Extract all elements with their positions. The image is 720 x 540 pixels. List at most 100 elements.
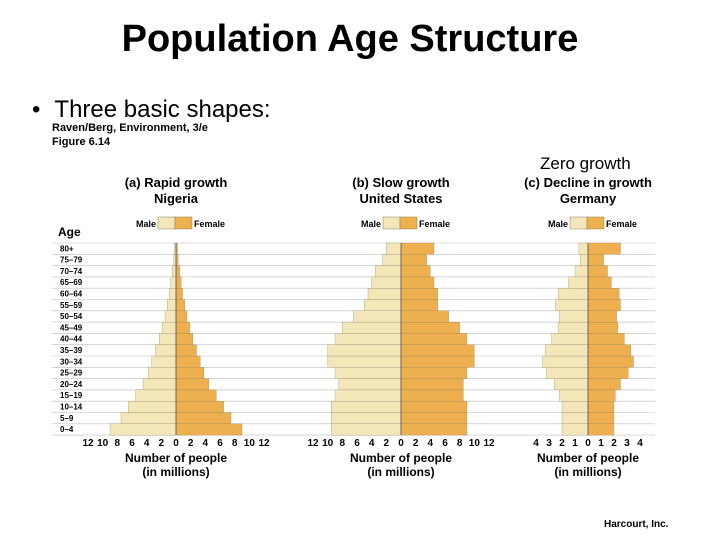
female-bar: [587, 333, 625, 345]
female-bar: [400, 401, 468, 413]
female-bar: [400, 333, 468, 345]
male-bar: [158, 333, 177, 345]
female-bar: [400, 344, 475, 357]
female-bar: [587, 389, 616, 402]
x-tick-label: 2: [611, 438, 617, 449]
x-tick-label: 12: [307, 438, 319, 449]
female-bar: [587, 355, 634, 368]
female-bar: [587, 265, 608, 278]
male-bar: [386, 242, 402, 255]
x-tick-label: 2: [559, 438, 565, 449]
female-bar: [587, 254, 604, 266]
male-bar: [334, 389, 402, 402]
female-bar: [587, 344, 632, 357]
publisher-credit: Harcourt, Inc.: [604, 519, 669, 530]
female-bar: [175, 401, 224, 413]
male-bar: [544, 344, 589, 357]
x-tick-label: 4: [637, 438, 643, 449]
legend-female-label: Female: [194, 219, 225, 229]
legend-female-label: Female: [606, 219, 637, 229]
x-tick-label: 0: [398, 438, 404, 449]
x-tick-label: 2: [188, 438, 194, 449]
male-bar: [580, 254, 589, 266]
male-bar: [559, 310, 589, 323]
x-tick-label: 12: [82, 438, 94, 449]
x-tick-label: 8: [340, 438, 346, 449]
x-tick-label: 10: [97, 438, 109, 449]
male-bar: [331, 412, 402, 424]
female-bar: [175, 333, 194, 345]
male-bar: [375, 265, 402, 278]
x-tick-label: 8: [232, 438, 238, 449]
legend-male-label: Male: [548, 219, 568, 229]
male-bar: [327, 344, 402, 357]
age-tick-label: 75–79: [60, 256, 83, 265]
panel-subtitle: United States: [359, 191, 442, 206]
male-bar: [338, 378, 402, 391]
male-bar: [327, 355, 402, 368]
female-bar: [175, 299, 185, 311]
female-bar: [587, 412, 615, 424]
legend-male-swatch: [569, 216, 588, 230]
age-tick-label: 80+: [60, 244, 74, 253]
female-bar: [400, 321, 460, 334]
male-bar: [135, 389, 177, 402]
x-tick-label: 1: [598, 438, 604, 449]
panel-subtitle: Germany: [560, 191, 617, 206]
x-axis-label-units: (in millions): [554, 465, 621, 479]
legend-female-swatch: [174, 216, 193, 230]
age-tick-label: 20–24: [60, 380, 83, 389]
legend-male-swatch: [382, 216, 401, 230]
female-bar: [400, 367, 468, 379]
female-bar: [587, 276, 612, 289]
male-bar: [561, 412, 589, 424]
female-bar: [400, 378, 464, 391]
panel-title: (c) Decline in growth: [524, 175, 652, 190]
male-bar: [109, 423, 177, 436]
x-axis-label-units: (in millions): [142, 465, 209, 479]
female-bar: [175, 265, 180, 278]
bullet-point: • Three basic shapes:: [32, 96, 271, 124]
male-bar: [551, 333, 589, 345]
x-tick-label: 10: [469, 438, 481, 449]
male-bar: [382, 254, 402, 266]
female-bar: [175, 355, 201, 368]
x-tick-label: 10: [244, 438, 256, 449]
female-bar: [400, 242, 435, 255]
male-bar: [559, 389, 589, 402]
male-bar: [170, 276, 177, 289]
male-bar: [147, 367, 177, 379]
female-bar: [587, 378, 621, 391]
x-tick-label: 3: [624, 438, 630, 449]
panel-title: (b) Slow growth: [352, 175, 450, 190]
age-tick-label: 15–19: [60, 391, 83, 400]
female-bar: [400, 299, 438, 311]
male-bar: [169, 288, 177, 300]
age-tick-label: 35–39: [60, 346, 83, 355]
x-tick-label: 0: [585, 438, 591, 449]
male-bar: [364, 299, 402, 311]
male-bar: [546, 367, 589, 379]
x-tick-label: 3: [546, 438, 552, 449]
male-bar: [142, 378, 177, 391]
age-tick-label: 40–44: [60, 335, 83, 344]
male-bar: [164, 310, 177, 323]
age-tick-label: 60–64: [60, 290, 83, 299]
male-bar: [578, 242, 589, 255]
x-tick-label: 6: [217, 438, 223, 449]
age-tick-label: 10–14: [60, 403, 83, 412]
x-tick-label: 0: [173, 438, 179, 449]
male-bar: [353, 310, 402, 323]
male-bar: [120, 412, 177, 424]
age-axis-label: Age: [58, 225, 81, 239]
female-bar: [587, 367, 629, 379]
male-bar: [367, 288, 402, 300]
male-bar: [561, 401, 589, 413]
x-tick-label: 6: [129, 438, 135, 449]
male-bar: [574, 265, 589, 278]
male-bar: [128, 401, 177, 413]
female-bar: [400, 310, 449, 323]
female-bar: [175, 276, 182, 289]
male-bar: [151, 355, 177, 368]
legend-male-swatch: [157, 216, 176, 230]
